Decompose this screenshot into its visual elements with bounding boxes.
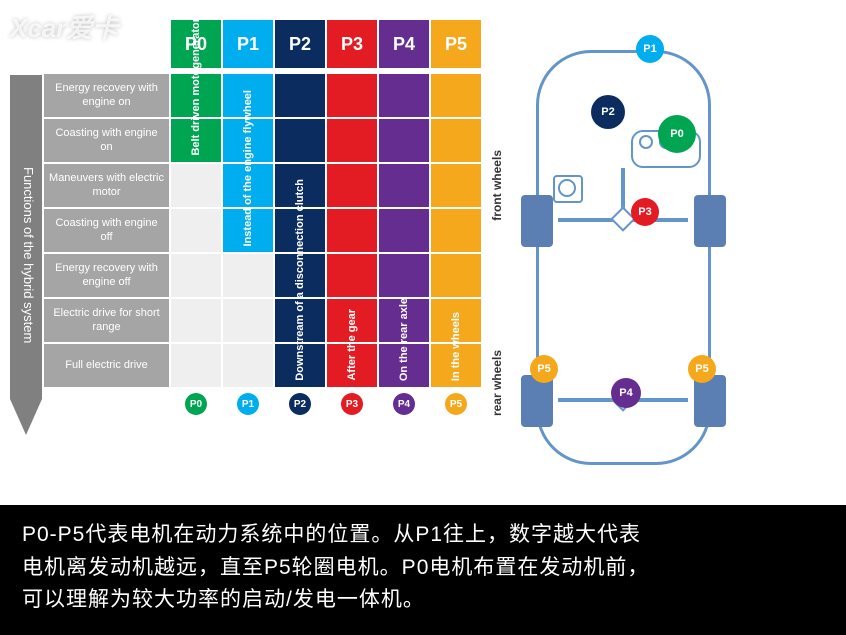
cell — [431, 74, 481, 117]
cell — [171, 299, 221, 342]
header-P5: P5 — [431, 20, 481, 68]
cell — [327, 209, 377, 252]
node-P3: P3 — [631, 198, 659, 226]
caption-line: 电机离发动机越远，直至P5轮圈电机。P0电机布置在发动机前， — [22, 552, 824, 585]
cell — [223, 209, 273, 252]
cell — [327, 119, 377, 162]
cell — [431, 299, 481, 342]
wheel — [521, 375, 553, 427]
caption-line: P0-P5代表电机在动力系统中的位置。从P1往上，数字越大代表 — [22, 519, 824, 552]
watermark: Xcar爱卡 — [10, 8, 118, 45]
cell — [275, 254, 325, 297]
cell — [431, 344, 481, 387]
cell — [171, 209, 221, 252]
cell — [379, 344, 429, 387]
cell — [275, 119, 325, 162]
row-label: Energy recovery with engine off — [44, 254, 169, 297]
header-P0: P0 — [171, 20, 221, 68]
header-P4: P4 — [379, 20, 429, 68]
car-diagram: front wheels rear wheels P1P0P2P3P4P5P5 — [496, 20, 836, 495]
table-row: Energy recovery with engine off — [44, 254, 481, 297]
pill-P5: P5 — [445, 393, 467, 415]
cell — [171, 164, 221, 207]
table-row: Coasting with engine on — [44, 119, 481, 162]
table-row: Energy recovery with engine on — [44, 74, 481, 117]
cell — [275, 209, 325, 252]
table-row: Full electric drive — [44, 344, 481, 387]
cell — [223, 299, 273, 342]
cell — [379, 209, 429, 252]
cell — [379, 74, 429, 117]
row-label: Energy recovery with engine on — [44, 74, 169, 117]
cell — [379, 164, 429, 207]
header-P3: P3 — [327, 20, 377, 68]
cell — [327, 74, 377, 117]
row-label: Electric drive for short range — [44, 299, 169, 342]
cell — [171, 344, 221, 387]
pill-P2: P2 — [289, 393, 311, 415]
cell — [327, 254, 377, 297]
header-P1: P1 — [223, 20, 273, 68]
row-label: Maneuvers with electric motor — [44, 164, 169, 207]
cell — [223, 254, 273, 297]
cell — [171, 254, 221, 297]
cell — [431, 119, 481, 162]
cylinder — [639, 135, 653, 149]
table-row: Electric drive for short range — [44, 299, 481, 342]
pill-row: P0 P1 P2 P3 P4 P5 — [44, 393, 481, 415]
cell — [223, 164, 273, 207]
cell — [275, 74, 325, 117]
node-P0: P0 — [658, 115, 696, 153]
cell — [379, 299, 429, 342]
grid: Energy recovery with engine onCoasting w… — [44, 74, 481, 387]
row-label: Full electric drive — [44, 344, 169, 387]
header-P2: P2 — [275, 20, 325, 68]
main-area: Functions of the hybrid system P0P1P2P3P… — [0, 0, 846, 505]
cell — [327, 344, 377, 387]
cell — [275, 299, 325, 342]
wheel — [521, 195, 553, 247]
node-P1: P1 — [636, 35, 664, 63]
caption: P0-P5代表电机在动力系统中的位置。从P1往上，数字越大代表电机离发动机越远，… — [0, 505, 846, 635]
table-row: Maneuvers with electric motor — [44, 164, 481, 207]
cell — [379, 119, 429, 162]
table-row: Coasting with engine off — [44, 209, 481, 252]
pill-P1: P1 — [237, 393, 259, 415]
cell — [327, 299, 377, 342]
cell — [379, 254, 429, 297]
cell — [431, 254, 481, 297]
wheel — [694, 195, 726, 247]
node-P4: P4 — [611, 378, 641, 408]
pill-P3: P3 — [341, 393, 363, 415]
cell — [223, 74, 273, 117]
cell — [223, 119, 273, 162]
cell — [171, 119, 221, 162]
pill-P0: P0 — [185, 393, 207, 415]
cell — [275, 344, 325, 387]
cell — [223, 344, 273, 387]
node-P5: P5 — [530, 355, 558, 383]
cell — [171, 74, 221, 117]
pill-P4: P4 — [393, 393, 415, 415]
caption-line: 可以理解为较大功率的启动/发电一体机。 — [22, 584, 824, 617]
cell — [275, 164, 325, 207]
row-label: Coasting with engine off — [44, 209, 169, 252]
cell — [431, 209, 481, 252]
cell — [431, 164, 481, 207]
node-P2: P2 — [591, 95, 625, 129]
sidebar-title: Functions of the hybrid system — [10, 75, 42, 435]
row-label: Coasting with engine on — [44, 119, 169, 162]
cell — [327, 164, 377, 207]
node-P5: P5 — [688, 355, 716, 383]
function-table: P0P1P2P3P4P5 Energy recovery with engine… — [44, 20, 481, 495]
